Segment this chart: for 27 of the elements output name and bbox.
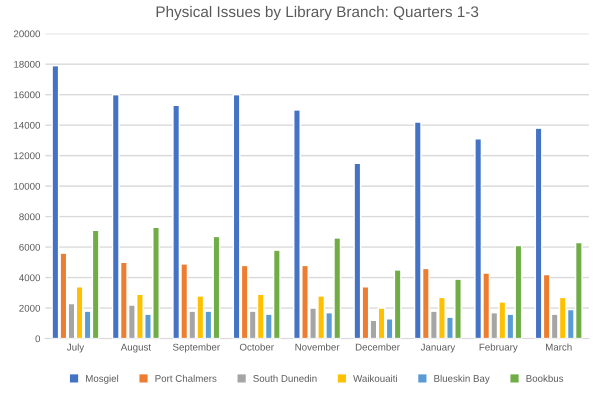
legend-label: Port Chalmers (156, 374, 216, 382)
y-tick-label: 4000 (19, 274, 40, 282)
y-tick-label: 14000 (14, 122, 40, 129)
chart-title: Physical Issues by Library Branch: Quarters 1-3 (156, 6, 478, 20)
x-tick-label: October (240, 343, 274, 351)
legend-label: Bookbus (526, 374, 564, 382)
legend-label: Mosgiel (86, 374, 118, 384)
x-tick-label: December (356, 343, 400, 351)
y-tick-label: 20000 (14, 30, 40, 38)
y-tick-label: 12000 (14, 152, 40, 160)
x-tick-label: February (480, 343, 518, 353)
y-tick-label: 10000 (14, 182, 40, 190)
x-tick-label: November (295, 343, 340, 351)
y-tick-label: 8000 (19, 213, 40, 220)
y-tick-label: 16000 (14, 91, 40, 98)
x-tick-label: August (120, 344, 151, 353)
legend-label: Blueskin Bay (434, 374, 490, 384)
y-tick-label: 0 (35, 335, 40, 342)
x-tick-label: March (546, 343, 572, 351)
x-tick-label: January (420, 344, 456, 353)
y-tick-label: 18000 (14, 60, 40, 68)
y-tick-label: 2000 (19, 304, 40, 312)
y-tick-label: 6000 (19, 244, 40, 251)
legend-label: South Dunedin (253, 374, 316, 382)
x-tick-label: September (172, 343, 220, 353)
legend-label: Waikouaiti (353, 374, 397, 382)
x-tick-label: July (67, 343, 84, 353)
